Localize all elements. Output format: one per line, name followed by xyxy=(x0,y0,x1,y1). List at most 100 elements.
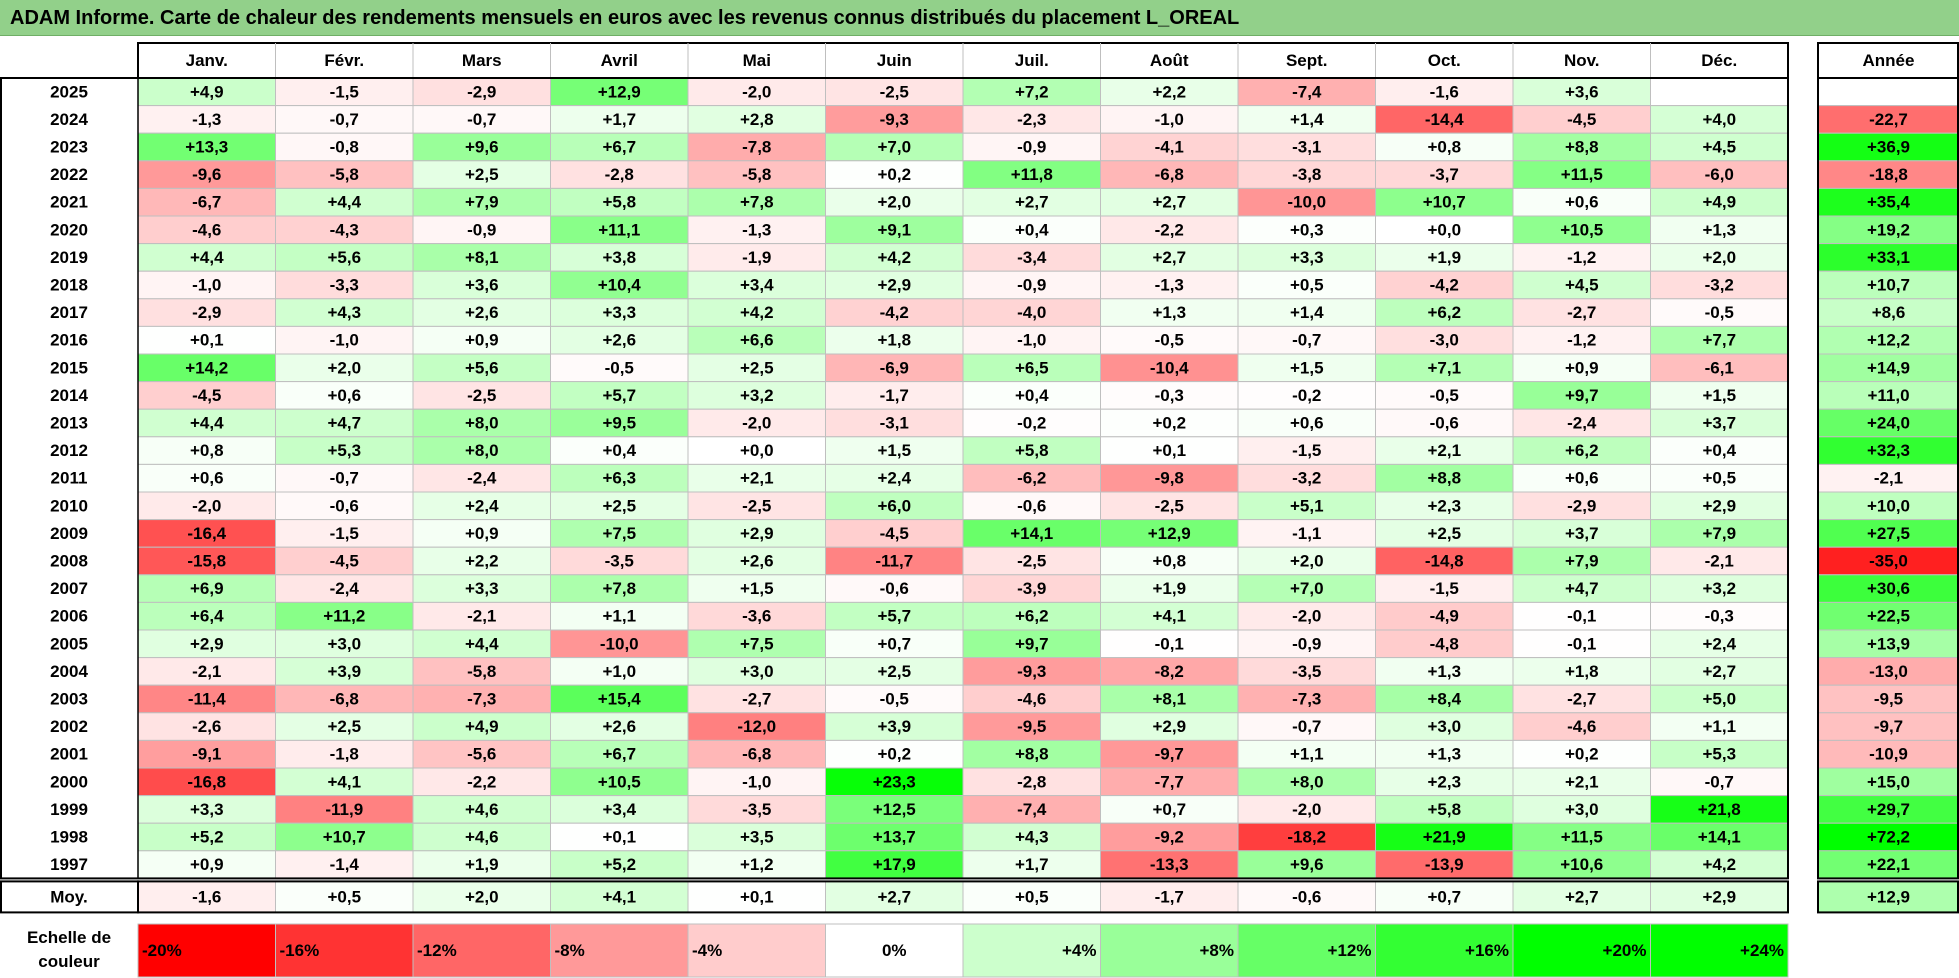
average-cell xyxy=(137,880,276,913)
cell-value: +1,2 xyxy=(740,855,774,874)
cell-value: +0,0 xyxy=(740,441,774,460)
cell-value: +6,6 xyxy=(740,331,774,350)
heatmap-cell xyxy=(137,187,276,217)
cell-value: +4,0 xyxy=(1702,110,1736,129)
heatmap-cell xyxy=(962,215,1101,245)
annual-cell xyxy=(1817,77,1959,107)
cell-value: -6,8 xyxy=(330,689,359,708)
cell-value: +4,6 xyxy=(465,800,499,819)
cell-value: -9,1 xyxy=(192,745,221,764)
cell-value: -4,2 xyxy=(880,303,909,322)
cell-value: +3,2 xyxy=(1702,579,1736,598)
cell-value: +3,3 xyxy=(190,800,224,819)
heatmap-cell xyxy=(1512,463,1651,493)
cell-value: +0,7 xyxy=(1152,800,1186,819)
cell-value: -9,5 xyxy=(1017,717,1046,736)
heatmap-cell xyxy=(412,187,551,217)
heatmap-cell xyxy=(275,160,414,189)
color-scale-label: +24% xyxy=(1740,941,1784,960)
heatmap-cell xyxy=(825,463,964,493)
cell-value: +6,3 xyxy=(602,469,636,488)
cell-value: +5,3 xyxy=(1702,745,1736,764)
heatmap-cell xyxy=(1237,574,1376,603)
cell-value: -3,4 xyxy=(1017,248,1047,267)
color-scale-label: -8% xyxy=(555,941,585,960)
cell-value: +2,7 xyxy=(1152,193,1186,212)
cell-value: +0,4 xyxy=(1702,441,1736,460)
average-value: -1,6 xyxy=(192,887,221,906)
cell-value: +7,8 xyxy=(602,579,636,598)
cell-value: +2,5 xyxy=(465,165,499,184)
heatmap-cell xyxy=(412,767,551,797)
average-value: +0,5 xyxy=(1015,887,1049,906)
heatmap-cell xyxy=(550,574,689,603)
cell-value: -0,8 xyxy=(330,137,359,156)
average-value: +2,9 xyxy=(1702,887,1736,906)
cell-value: +13,7 xyxy=(873,827,916,846)
heatmap-cell xyxy=(550,519,689,548)
cell-value: -0,7 xyxy=(330,469,359,488)
heatmap-cell xyxy=(962,822,1101,852)
cell-value: +4,3 xyxy=(1015,827,1049,846)
cell-value: -1,8 xyxy=(330,745,359,764)
cell-value: -1,0 xyxy=(330,331,359,350)
annual-cell xyxy=(1817,491,1959,521)
cell-value: -0,2 xyxy=(1017,413,1046,432)
cell-value: +10,7 xyxy=(323,827,366,846)
color-scale-label: +20% xyxy=(1603,941,1647,960)
heatmap-cell xyxy=(687,436,826,465)
cell-value: -7,4 xyxy=(1017,800,1047,819)
cell-value: -10,0 xyxy=(600,634,639,653)
heatmap-cell xyxy=(1237,132,1376,162)
heatmap-cell xyxy=(1100,381,1239,410)
cell-value: +2,9 xyxy=(190,634,224,653)
cell-value: +4,4 xyxy=(465,634,499,653)
cell-value: -9,3 xyxy=(880,110,909,129)
heatmap-cell xyxy=(1237,739,1376,769)
heatmap-cell xyxy=(1650,132,1789,162)
cell-value: -6,0 xyxy=(1705,165,1734,184)
cell-value: +0,6 xyxy=(1565,469,1599,488)
heatmap-cell xyxy=(1100,712,1239,741)
color-scale-title: Echelle de couleur xyxy=(27,928,111,971)
annual-value: +10,7 xyxy=(1867,275,1910,294)
heatmap-cell xyxy=(550,105,689,134)
cell-value: -4,3 xyxy=(330,220,359,239)
heatmap-cell xyxy=(1100,739,1239,769)
cell-value: +1,9 xyxy=(1427,248,1461,267)
heatmap-cell xyxy=(275,187,414,217)
heatmap-cell xyxy=(1100,436,1239,465)
cell-value: +8,1 xyxy=(1152,689,1186,708)
cell-value: +9,5 xyxy=(602,413,636,432)
cell-value: -2,1 xyxy=(1705,551,1734,570)
cell-value: -1,5 xyxy=(330,82,359,101)
heatmap-cell xyxy=(1237,270,1376,300)
heatmap-cell xyxy=(825,684,964,714)
cell-value: -7,3 xyxy=(1292,689,1321,708)
heatmap-cell xyxy=(825,160,964,189)
year-label: 2009 xyxy=(50,524,88,543)
heatmap-cell xyxy=(962,77,1101,107)
heatmap-cell xyxy=(1100,767,1239,797)
cell-value: +7,9 xyxy=(1565,551,1599,570)
month-header: Août xyxy=(1150,51,1189,70)
year-label: 2006 xyxy=(50,607,88,626)
cell-value: +2,0 xyxy=(327,358,361,377)
cell-value: +2,7 xyxy=(1015,193,1049,212)
cell-value: +14,1 xyxy=(1010,524,1053,543)
heatmap-cell xyxy=(1650,850,1789,879)
cell-value: +3,0 xyxy=(1565,800,1599,819)
heatmap-cell xyxy=(825,381,964,410)
cell-value: -0,5 xyxy=(1705,303,1734,322)
heatmap-cell xyxy=(1237,822,1376,852)
cell-value: +0,9 xyxy=(465,524,499,543)
cell-value: +1,7 xyxy=(602,110,636,129)
average-value: +2,0 xyxy=(465,887,499,906)
cell-value: +4,6 xyxy=(465,827,499,846)
cell-value: -2,1 xyxy=(192,662,221,681)
cell-value: -11,7 xyxy=(875,551,913,570)
cell-value: -2,5 xyxy=(880,82,909,101)
cell-value: +8,0 xyxy=(465,441,499,460)
heatmap-cell xyxy=(1650,795,1789,824)
cell-value: +7,8 xyxy=(740,193,774,212)
